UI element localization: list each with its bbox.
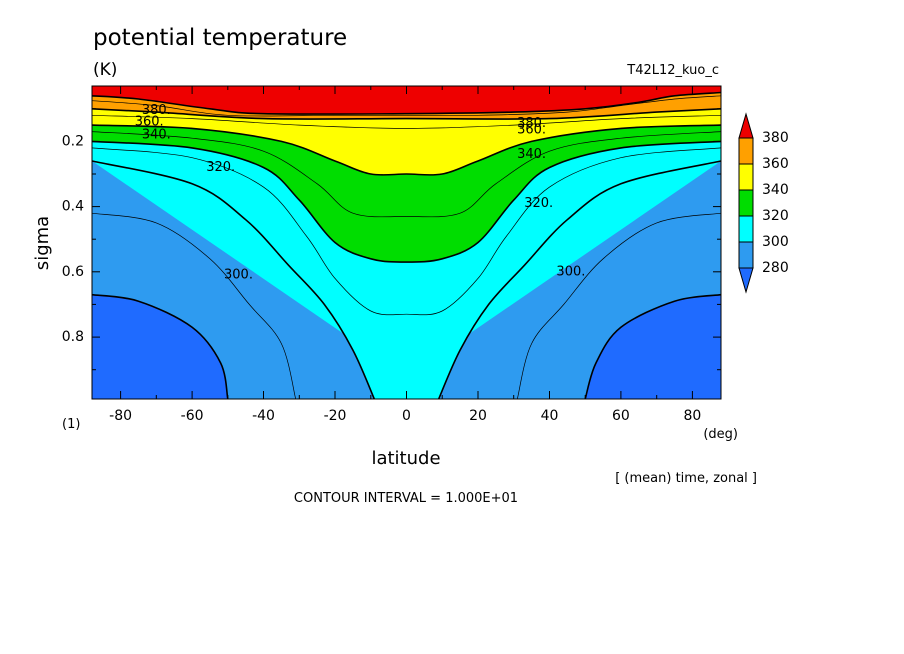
- isoline-360: [91, 108, 722, 120]
- isoline-300: [91, 160, 376, 400]
- contour-labels: 300.320.340.360.380.300.320.340.360.380.: [135, 103, 586, 283]
- panel-label: (1): [62, 417, 80, 432]
- colorbar-swatch: [738, 189, 754, 217]
- colorbar-label: 280: [762, 260, 789, 276]
- colorbar-upper-arrow: [738, 112, 754, 139]
- colorbar-swatch: [738, 137, 754, 165]
- colorbar-lower-arrow: [738, 267, 754, 294]
- chart-unit: (K): [93, 60, 117, 80]
- isoline-340: [91, 124, 722, 176]
- x-axis-unit: (deg): [703, 427, 738, 442]
- contour-label: 300.: [224, 268, 253, 283]
- x-tick-label: -80: [109, 408, 132, 424]
- isoline-380: [91, 91, 722, 115]
- contour-label: 300.: [556, 264, 585, 279]
- fill-band-below-290-south: [92, 294, 228, 399]
- contour-label: 360.: [135, 114, 164, 129]
- contour-interval: CONTOUR INTERVAL = 1.000E+01: [294, 491, 518, 506]
- y-tick-label: 0.4: [62, 199, 84, 215]
- x-tick-label: 40: [541, 408, 559, 424]
- colorbar-swatch: [738, 215, 754, 243]
- y-axis: 0.2 0.4 0.6 0.8: [62, 108, 721, 371]
- x-axis: -80 -60 -40 -20 0 20 40 60 80: [109, 86, 701, 424]
- colorbar-label: 340: [762, 182, 789, 198]
- contour-label: 340.: [142, 127, 171, 142]
- colorbar-label: 380: [762, 130, 789, 146]
- run-label: T42L12_kuo_c: [626, 63, 719, 78]
- x-tick-label: 80: [683, 408, 701, 424]
- colorbar-label: 320: [762, 208, 789, 224]
- isoline-310: [91, 147, 722, 316]
- chart-title: potential temperature: [93, 25, 347, 51]
- x-tick-label: -40: [252, 408, 275, 424]
- fill-band-300-320-center: [374, 255, 439, 399]
- contour-label: 340.: [517, 147, 546, 162]
- averaging-note: [ (mean) time, zonal ]: [615, 471, 757, 486]
- x-tick-label: 60: [612, 408, 630, 424]
- colorbar-label: 300: [762, 234, 789, 250]
- x-tick-label: 0: [402, 408, 411, 424]
- x-tick-label: -20: [324, 408, 347, 424]
- contour-label: 320.: [206, 160, 235, 175]
- isoline-350: [91, 114, 722, 129]
- contour-label: 380.: [142, 103, 171, 118]
- y-tick-label: 0.2: [62, 133, 84, 149]
- colorbar-label: 360: [762, 156, 789, 172]
- colorbar-swatch: [738, 163, 754, 191]
- isoline-290: [584, 293, 722, 400]
- isoline-320: [91, 140, 722, 263]
- fill-band-below-290-north: [585, 294, 721, 399]
- x-tick-label: -60: [181, 408, 204, 424]
- isoline-295: [91, 212, 297, 400]
- colorbar-swatch: [738, 241, 754, 269]
- fill-band-above-380: [92, 86, 721, 115]
- isoline-290: [91, 293, 229, 400]
- contour-label: 360.: [517, 123, 546, 138]
- contour-fills: [92, 86, 721, 399]
- contour-label: 320.: [524, 196, 553, 211]
- isoline-295: [516, 212, 722, 400]
- x-tick-label: 20: [469, 408, 487, 424]
- y-axis-title: sigma: [32, 216, 53, 270]
- isoline-330: [91, 131, 722, 218]
- isoline-370: [91, 95, 722, 117]
- colorbar: 380 360 340 320 300 280: [738, 112, 789, 294]
- y-tick-label: 0.6: [62, 264, 84, 280]
- contour-label: 380.: [517, 116, 546, 131]
- y-tick-label: 0.8: [62, 329, 84, 345]
- contour-lines: [91, 91, 722, 400]
- isoline-300: [437, 160, 722, 400]
- x-axis-title: latitude: [371, 448, 440, 469]
